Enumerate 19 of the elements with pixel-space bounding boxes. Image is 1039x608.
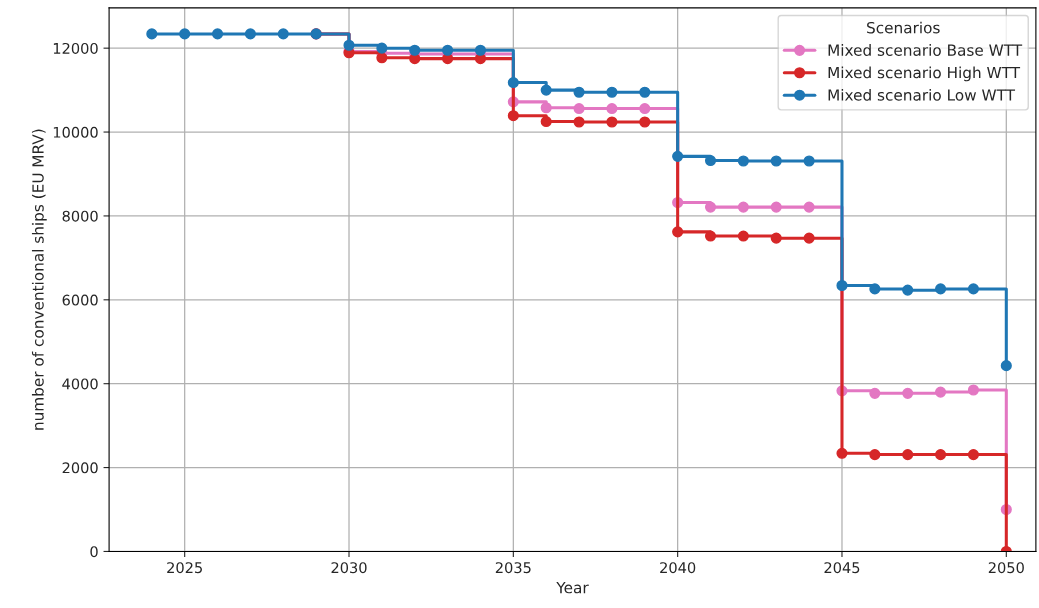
y-tick-label: 4000 [62,378,98,390]
y-tick-label: 8000 [62,210,98,222]
legend-label: Mixed scenario High WTT [828,66,1021,82]
x-axis-title: Year [556,582,589,594]
x-tick-label: 2050 [988,562,1024,574]
x-tick-label: 2040 [660,562,696,574]
x-tick-label: 2035 [495,562,531,574]
y-axis-title: number of conventional ships (EU MRV) [31,129,47,430]
y-tick-label: 0 [90,546,98,558]
legend-title: Scenarios [867,21,940,34]
y-tick-label: 6000 [62,294,98,306]
legend-label: Mixed scenario Base WTT [828,44,1023,56]
y-tick-label: 2000 [62,462,98,474]
y-tick-label: 10000 [53,126,98,138]
y-tick-label: 12000 [53,42,98,54]
x-tick-label: 2045 [824,562,860,574]
x-tick-label: 2030 [331,562,367,574]
legend-label: Mixed scenario Low WTT [828,88,1016,101]
x-tick-label: 2025 [167,562,202,574]
